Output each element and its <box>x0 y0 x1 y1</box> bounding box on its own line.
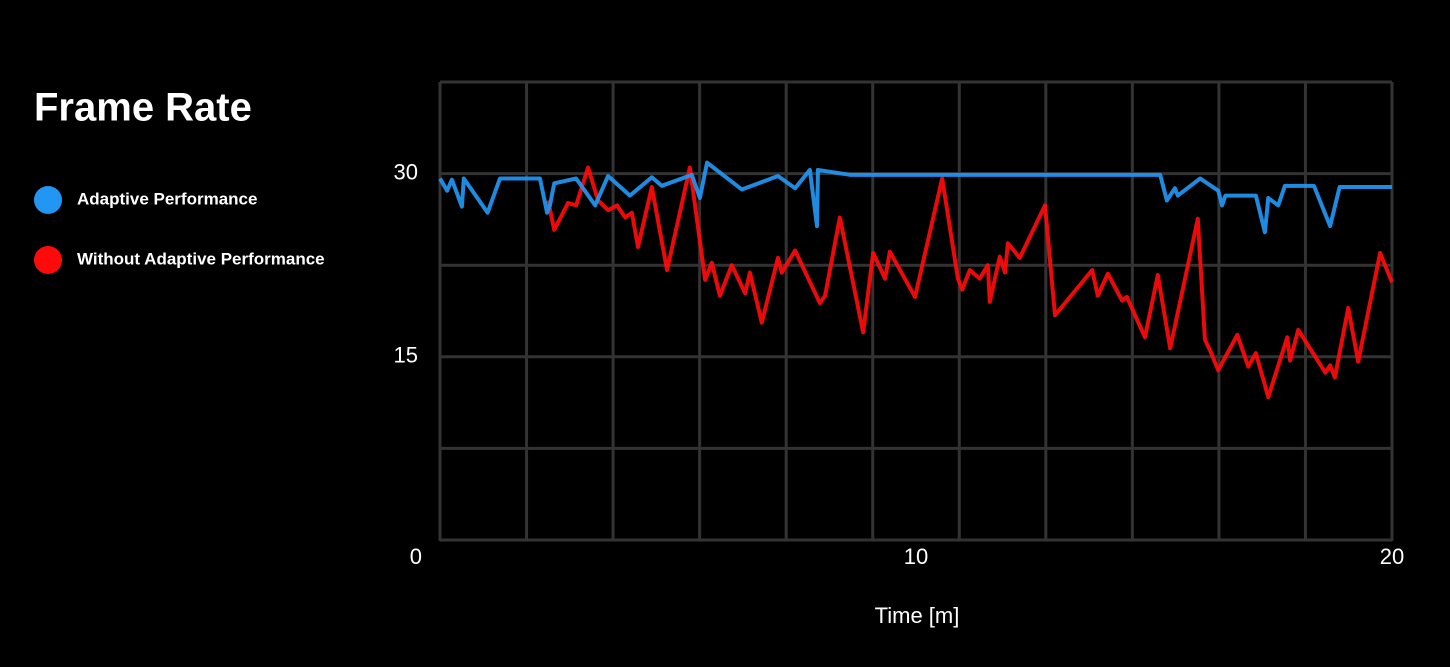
series-line <box>438 160 1392 235</box>
x-tick-label: 20 <box>1380 544 1404 569</box>
legend-label: Adaptive Performance <box>77 189 257 208</box>
y-tick-label: 15 <box>394 343 418 368</box>
y-tick-label: 30 <box>394 159 418 184</box>
x-axis-label: Time [m] <box>875 603 960 628</box>
legend-label: Without Adaptive Performance <box>77 249 325 268</box>
legend-marker <box>34 246 62 274</box>
legend-marker <box>34 186 62 214</box>
x-tick-label: 10 <box>904 544 928 569</box>
series-line <box>546 165 1394 400</box>
chart-title: Frame Rate <box>34 86 252 130</box>
x-tick-label: 0 <box>410 544 422 569</box>
